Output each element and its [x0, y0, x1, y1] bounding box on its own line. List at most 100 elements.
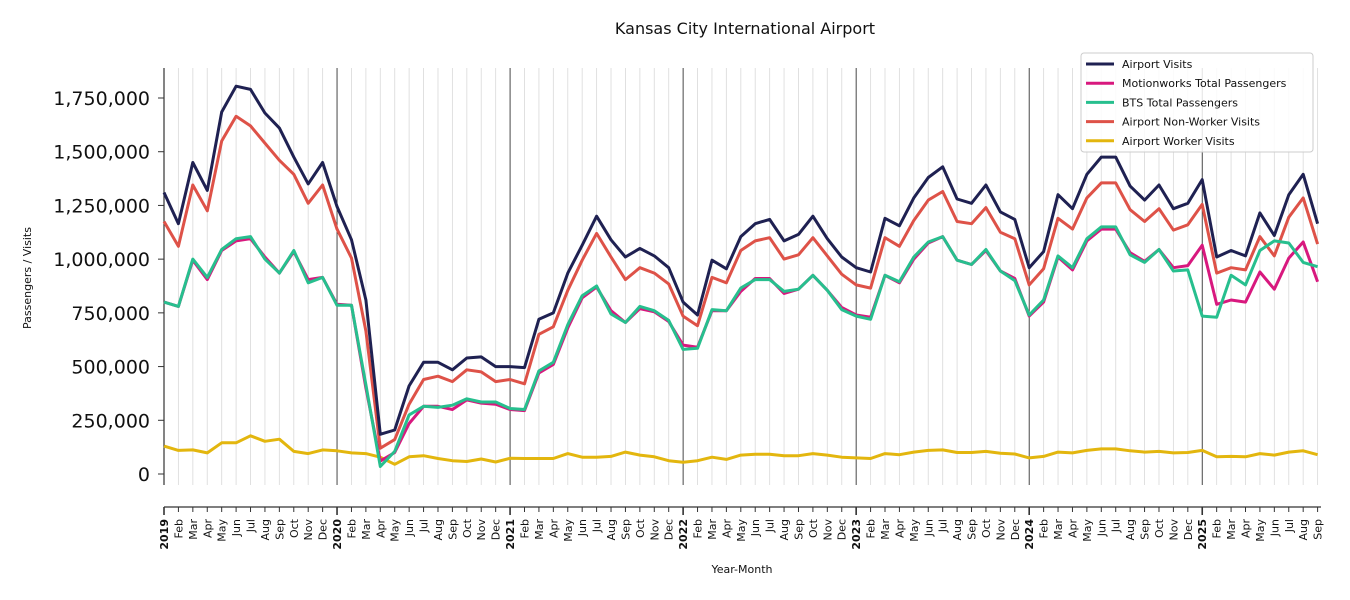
x-tick-label: Sep [619, 519, 632, 540]
x-tick-label: Feb [865, 519, 878, 538]
y-tick-label: 1,250,000 [53, 195, 150, 217]
x-tick-label: 2025 [1196, 519, 1209, 550]
y-tick-label: 0 [138, 464, 150, 486]
x-tick-label: Jul [937, 519, 950, 533]
x-tick-label: Oct [980, 518, 993, 538]
x-tick-label: Jul [764, 519, 777, 533]
legend-entry: Airport Worker Visits [1122, 135, 1235, 148]
x-tick-label: 2019 [158, 519, 171, 550]
x-tick-label: Jun [230, 519, 243, 537]
x-tick-label: Mar [187, 519, 200, 540]
x-tick-label: 2024 [1023, 519, 1036, 550]
y-ticks: 0 250,000 500,000 750,000 1,000,000 1,250,000… [53, 88, 164, 486]
x-tick-label: 2021 [504, 519, 517, 550]
x-tick-label: Apr [1240, 519, 1253, 539]
x-tick-label: Sep [446, 519, 459, 540]
chart-title: Kansas City International Airport [615, 19, 875, 38]
y-tick-label: 1,750,000 [53, 88, 150, 110]
x-tick-label: May [1081, 519, 1094, 542]
x-tick-label: 2023 [850, 519, 863, 550]
x-tick-label: Apr [201, 519, 214, 539]
legend-entry: BTS Total Passengers [1122, 96, 1238, 109]
x-tick-label: Feb [1211, 519, 1224, 538]
x-tick-label: Mar [533, 519, 546, 540]
x-tick-label: Jun [1095, 519, 1108, 537]
x-tick-label: Mar [1052, 519, 1065, 540]
axes [163, 68, 1321, 508]
y-tick-label: 500,000 [71, 357, 150, 379]
x-tick-label: May [1254, 519, 1267, 542]
x-tick-label: Mar [1225, 519, 1238, 540]
x-tick-label: May [216, 519, 229, 542]
x-tick-label: Feb [692, 519, 705, 538]
x-tick-label: Apr [547, 519, 560, 539]
x-ticks: 2019 Feb Mar Apr May Jun Jul Aug Sep Oct Nov Dec 202… [158, 507, 1325, 550]
x-tick-label: Nov [1167, 519, 1180, 541]
x-tick-label: Jul [591, 519, 604, 533]
x-tick-label: Apr [893, 519, 906, 539]
legend-entry: Airport Non-Worker Visits [1122, 116, 1260, 129]
series-line-airport-non-worker-visits [162, 114, 1320, 450]
legend-box [1080, 52, 1314, 153]
x-tick-label: May [389, 519, 402, 542]
x-tick-label: Sep [1139, 519, 1152, 540]
legend: Airport Visits Motionworks Total Passenge… [1080, 52, 1314, 153]
legend-entry: Motionworks Total Passengers [1122, 77, 1287, 90]
x-tick-label: Sep [1312, 519, 1325, 540]
x-tick-label: Oct [807, 518, 820, 538]
x-tick-label: Apr [720, 519, 733, 539]
x-tick-label: Dec [836, 519, 849, 540]
y-tick-label: 250,000 [71, 410, 150, 432]
x-tick-label: Feb [345, 519, 358, 538]
x-tick-label: Oct [461, 518, 474, 538]
x-tick-label: Mar [879, 519, 892, 540]
x-tick-label: Nov [302, 519, 315, 541]
x-tick-label: 2022 [677, 519, 690, 550]
legend-entry: Airport Visits [1122, 58, 1193, 71]
x-tick-label: May [562, 519, 575, 542]
x-tick-label: Feb [1038, 519, 1051, 538]
x-tick-label: Jul [418, 519, 431, 533]
x-tick-label: Sep [966, 519, 979, 540]
y-tick-label: 750,000 [71, 303, 150, 325]
series-line-bts-total-passengers [163, 225, 1319, 468]
x-tick-label: Apr [1066, 519, 1079, 539]
x-tick-label: Jul [1110, 519, 1123, 533]
x-tick-label: Aug [1297, 519, 1310, 540]
x-tick-label: Dec [663, 519, 676, 540]
x-tick-label: Aug [951, 519, 964, 540]
x-tick-label: Oct [634, 518, 647, 538]
x-tick-label: Aug [432, 519, 445, 540]
x-tick-label: Nov [648, 519, 661, 541]
x-tick-label: Sep [792, 519, 805, 540]
x-tick-label: Nov [994, 519, 1007, 541]
series-line-airport-visits [162, 84, 1320, 436]
x-tick-label: Oct [288, 518, 301, 538]
x-tick-label: Jun [1268, 519, 1281, 537]
x-tick-label: Mar [360, 519, 373, 540]
x-tick-label: Jul [245, 519, 258, 533]
x-tick-label: Jun [749, 519, 762, 537]
x-tick-label: Nov [821, 519, 834, 541]
y-axis-label: Passengers / Visits [21, 227, 34, 329]
x-tick-label: Mar [706, 519, 719, 540]
x-tick-label: 2020 [331, 519, 344, 550]
y-tick-label: 1,000,000 [53, 249, 150, 271]
x-tick-label: Dec [317, 519, 330, 540]
x-tick-label: Aug [259, 519, 272, 540]
x-tick-label: Aug [605, 519, 618, 540]
series-lines [162, 84, 1320, 468]
series-line-airport-worker-visits [163, 434, 1318, 466]
x-tick-label: Jul [1283, 519, 1296, 533]
x-tick-label: Dec [490, 519, 503, 540]
x-tick-label: Jun [403, 519, 416, 537]
x-tick-label: May [908, 519, 921, 542]
x-tick-label: Feb [172, 519, 185, 538]
x-tick-label: Sep [273, 519, 286, 540]
x-axis-label: Year-Month [710, 563, 772, 576]
x-tick-label: Jun [576, 519, 589, 537]
x-tick-label: Feb [519, 519, 532, 538]
x-tick-label: Dec [1182, 519, 1195, 540]
x-tick-label: Aug [1124, 519, 1137, 540]
